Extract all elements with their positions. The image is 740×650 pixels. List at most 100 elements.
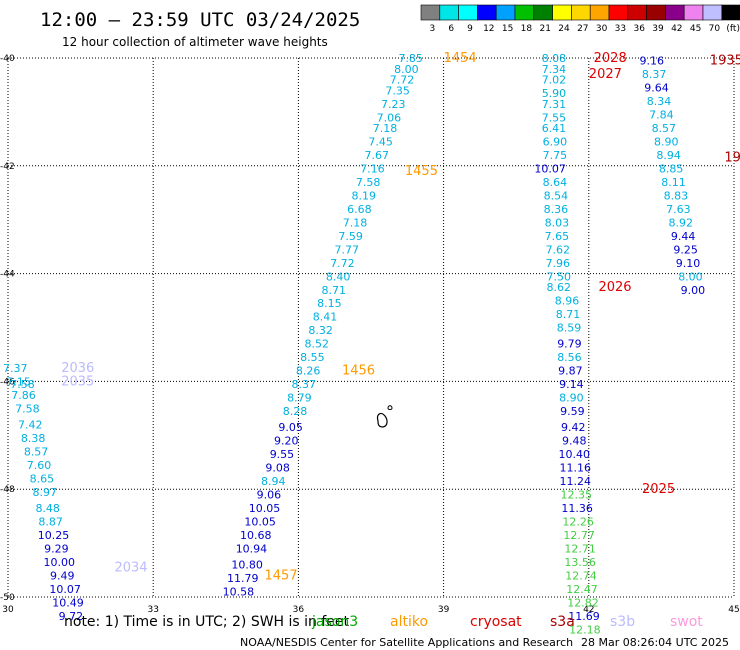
wave-height-value: 8.52 (305, 338, 330, 351)
wave-height-value: 8.55 (300, 351, 325, 364)
wave-height-value: 7.55 (542, 111, 567, 124)
wave-height-value: 8.94 (656, 149, 681, 162)
footer-note: note: 1) Time is in UTC; 2) SWH is in fe… (64, 614, 350, 630)
colorbar-swatch (533, 4, 553, 21)
wave-height-value: 9.10 (676, 257, 701, 270)
colorbar-label: 45 (690, 24, 701, 34)
pass-time-label: 2036 (61, 361, 94, 376)
pass-time-label: 2026 (598, 280, 631, 295)
wave-height-value: 10.00 (44, 556, 76, 569)
colorbar-label: 39 (652, 24, 664, 34)
pass-time-label: 19 (724, 151, 740, 166)
wave-height-value: 12.74 (565, 569, 597, 582)
wave-height-value: 8.41 (313, 311, 338, 324)
wave-height-value: 7.59 (338, 230, 363, 243)
colorbar-label: 24 (558, 24, 570, 34)
island-small-outline (387, 405, 393, 410)
wave-height-value: 8.57 (24, 445, 49, 458)
wave-height-value: 8.34 (647, 95, 672, 108)
wave-height-value: 9.64 (644, 82, 669, 95)
colorbar-label: 15 (502, 24, 513, 34)
colorbar-swatch (646, 4, 666, 21)
colorbar-label: 70 (709, 24, 721, 34)
wave-height-value: 8.11 (661, 176, 686, 189)
wave-height-value: 8.19 (351, 189, 376, 202)
wave-height-value: 10.07 (49, 583, 81, 596)
wave-height-value: 13.56 (564, 556, 596, 569)
wave-height-value: 8.28 (283, 405, 308, 418)
wave-height-value: 8.85 (659, 162, 684, 175)
wave-height-value: 7.60 (27, 459, 52, 472)
wave-height-value: 12.82 (567, 596, 599, 609)
wave-height-value: 7.58 (15, 402, 40, 415)
legend-satellite-swot: swot (670, 614, 703, 630)
wave-height-value: 8.90 (654, 136, 679, 149)
wave-height-value: 12.71 (564, 542, 596, 555)
legend-satellite-jason3: jason3 (311, 614, 358, 630)
wave-height-value: 7.72 (390, 74, 415, 87)
pass-time-label: 2028 (594, 51, 627, 66)
wave-height-value: 8.56 (557, 351, 582, 364)
wave-height-value: 8.87 (38, 516, 63, 529)
wave-height-value: 9.55 (270, 448, 295, 461)
wave-height-value: 12.35 (560, 489, 592, 502)
colorbar-label: 6 (448, 24, 454, 34)
colorbar-label: 33 (615, 24, 626, 34)
wave-height-value: 12.47 (566, 583, 598, 596)
colorbar-label: 27 (577, 24, 588, 34)
wave-height-value: 6.41 (542, 122, 567, 135)
wave-height-value: 9.87 (558, 365, 583, 378)
wave-height-value: 8.38 (21, 432, 46, 445)
colorbar-label: (ft) (726, 24, 740, 34)
colorbar-swatch (477, 4, 497, 21)
colorbar-label: 18 (521, 24, 533, 34)
chart-subtitle: 12 hour collection of altimeter wave hei… (62, 35, 328, 49)
wave-height-value: 10.05 (244, 516, 276, 529)
wave-height-value: 7.65 (545, 230, 570, 243)
x-tick-label: 42 (583, 605, 594, 615)
wave-height-value: 8.64 (543, 176, 568, 189)
x-tick-label: 45 (728, 605, 739, 615)
pass-time-label: 2025 (642, 482, 675, 497)
legend-satellite-altiko: altiko (390, 614, 428, 630)
wave-height-value: 9.14 (559, 378, 584, 391)
wave-height-value: 9.00 (681, 284, 706, 297)
wave-height-value: 10.05 (249, 502, 281, 515)
legend-satellite-s3a: s3a (550, 614, 575, 630)
pass-time-label: 1455 (405, 164, 438, 179)
colorbar-label: 42 (671, 24, 682, 34)
wave-height-value: 7.75 (543, 149, 568, 162)
y-tick-label: -46 (0, 377, 15, 387)
wave-height-value: 9.05 (278, 421, 303, 434)
wave-height-value: 9.59 (560, 405, 585, 418)
wave-height-value: 10.94 (236, 542, 268, 555)
wave-height-value: 8.03 (545, 216, 570, 229)
wave-height-value: 8.94 (261, 475, 286, 488)
wave-height-value: 7.31 (542, 98, 567, 111)
x-tick-label: 39 (438, 605, 450, 615)
colorbar-swatch (514, 4, 535, 21)
colorbar-swatch (552, 4, 572, 21)
wave-height-value: 7.06 (377, 111, 402, 124)
colorbar-swatch (458, 4, 478, 21)
wave-height-value: 9.16 (639, 55, 664, 68)
chart-title: 12:00 — 23:59 UTC 03/24/2025 (40, 9, 360, 31)
wave-height-value: 8.92 (669, 216, 694, 229)
wave-height-value: 8.71 (321, 284, 346, 297)
pass-time-label: 1454 (444, 51, 477, 66)
pass-time-label: 1457 (265, 568, 298, 583)
wave-height-value: 6.90 (543, 136, 568, 149)
wave-height-value: 10.49 (52, 596, 84, 609)
wave-height-value: 9.42 (561, 421, 586, 434)
colorbar-swatch (702, 4, 723, 21)
wave-height-value: 8.96 (555, 295, 580, 308)
wave-height-value: 7.18 (343, 216, 368, 229)
wave-height-value: 8.83 (664, 189, 689, 202)
wave-height-value: 7.96 (546, 257, 571, 270)
wave-height-value: 7.02 (542, 74, 567, 87)
wave-height-value: 7.62 (546, 243, 571, 256)
wave-height-value: 8.71 (556, 308, 581, 321)
colorbar-swatch (589, 4, 610, 21)
colorbar-swatch (571, 4, 591, 21)
